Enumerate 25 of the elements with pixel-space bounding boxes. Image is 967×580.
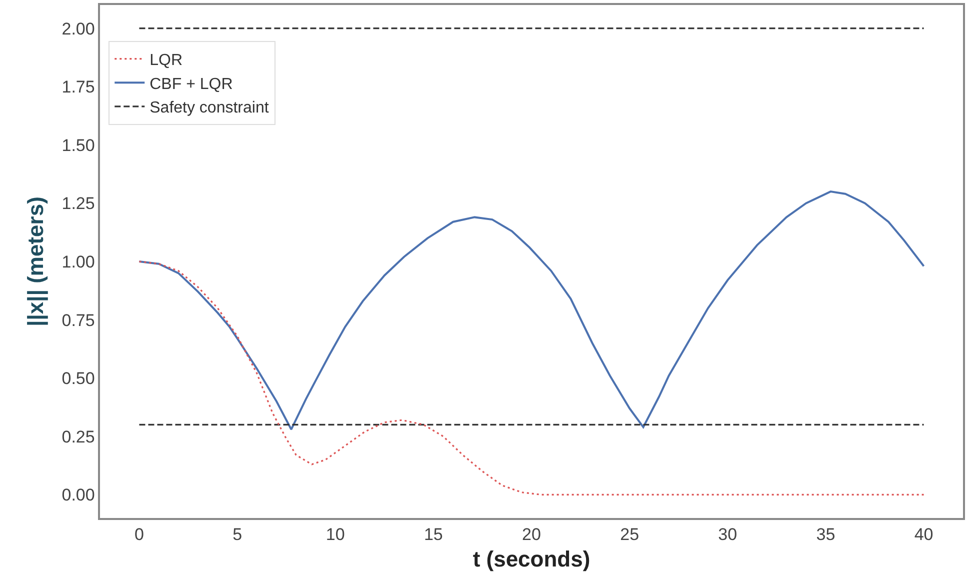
y-tick-label: 1.50: [62, 136, 95, 155]
legend-label: CBF + LQR: [150, 76, 233, 93]
legend-label: LQR: [150, 52, 183, 70]
x-axis-title: t (seconds): [472, 546, 590, 572]
y-tick-label: 0.75: [62, 310, 95, 330]
x-tick-label: 0: [134, 525, 144, 544]
line-series: [138, 190, 925, 430]
line-series: [138, 260, 925, 496]
y-tick-label: 0.25: [62, 427, 95, 446]
x-tick-label: 30: [718, 525, 738, 544]
y-axis-title: ||x|| (meters): [23, 196, 48, 326]
legend-label: Safety constraint: [150, 100, 270, 117]
x-tick-label: 20: [522, 525, 541, 544]
y-tick-label: 0.00: [62, 486, 95, 505]
y-tick-label: 0.50: [62, 369, 95, 388]
x-tick-label: 10: [326, 525, 345, 544]
y-tick-label: 1.25: [62, 194, 95, 214]
x-tick-label: 5: [232, 525, 242, 544]
y-tick-label: 1.00: [62, 252, 95, 272]
x-tick-label: 40: [914, 525, 934, 544]
y-tick-label: 2.00: [62, 19, 95, 38]
y-tick-label: 1.75: [62, 78, 95, 97]
x-tick-label: 25: [620, 525, 640, 544]
x-tick-label: 15: [424, 525, 443, 544]
x-tick-label: 35: [816, 525, 836, 544]
